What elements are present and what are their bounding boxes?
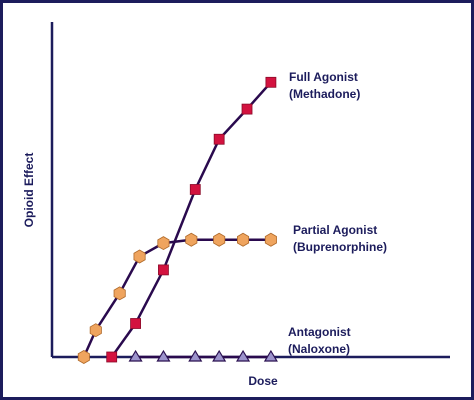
marker <box>213 133 225 145</box>
marker <box>265 76 277 88</box>
marker <box>113 286 126 301</box>
marker <box>89 323 102 338</box>
marker <box>77 350 90 364</box>
marker <box>264 232 277 247</box>
marker <box>235 349 251 362</box>
marker <box>188 349 203 362</box>
marker <box>158 264 169 276</box>
marker <box>133 249 146 264</box>
series-label: Full Agonist <box>289 70 358 84</box>
marker <box>157 236 170 251</box>
marker <box>156 349 171 362</box>
marker <box>263 349 278 362</box>
series-label-drug: (Naloxone) <box>288 342 350 356</box>
marker <box>213 232 226 247</box>
x-axis-label: Dose <box>248 374 278 388</box>
series-label-drug: (Buprenorphine) <box>293 240 387 254</box>
marker <box>189 184 201 195</box>
marker <box>237 232 250 247</box>
series-label: Antagonist <box>288 325 351 339</box>
marker <box>106 351 118 363</box>
series-label: Partial Agonist <box>293 223 377 237</box>
marker <box>128 349 143 362</box>
y-axis-label: Opioid Effect <box>22 153 36 228</box>
marker <box>130 318 141 329</box>
marker <box>241 103 253 115</box>
marker <box>185 232 198 247</box>
series-label-drug: (Methadone) <box>289 87 360 101</box>
marker <box>212 349 227 362</box>
